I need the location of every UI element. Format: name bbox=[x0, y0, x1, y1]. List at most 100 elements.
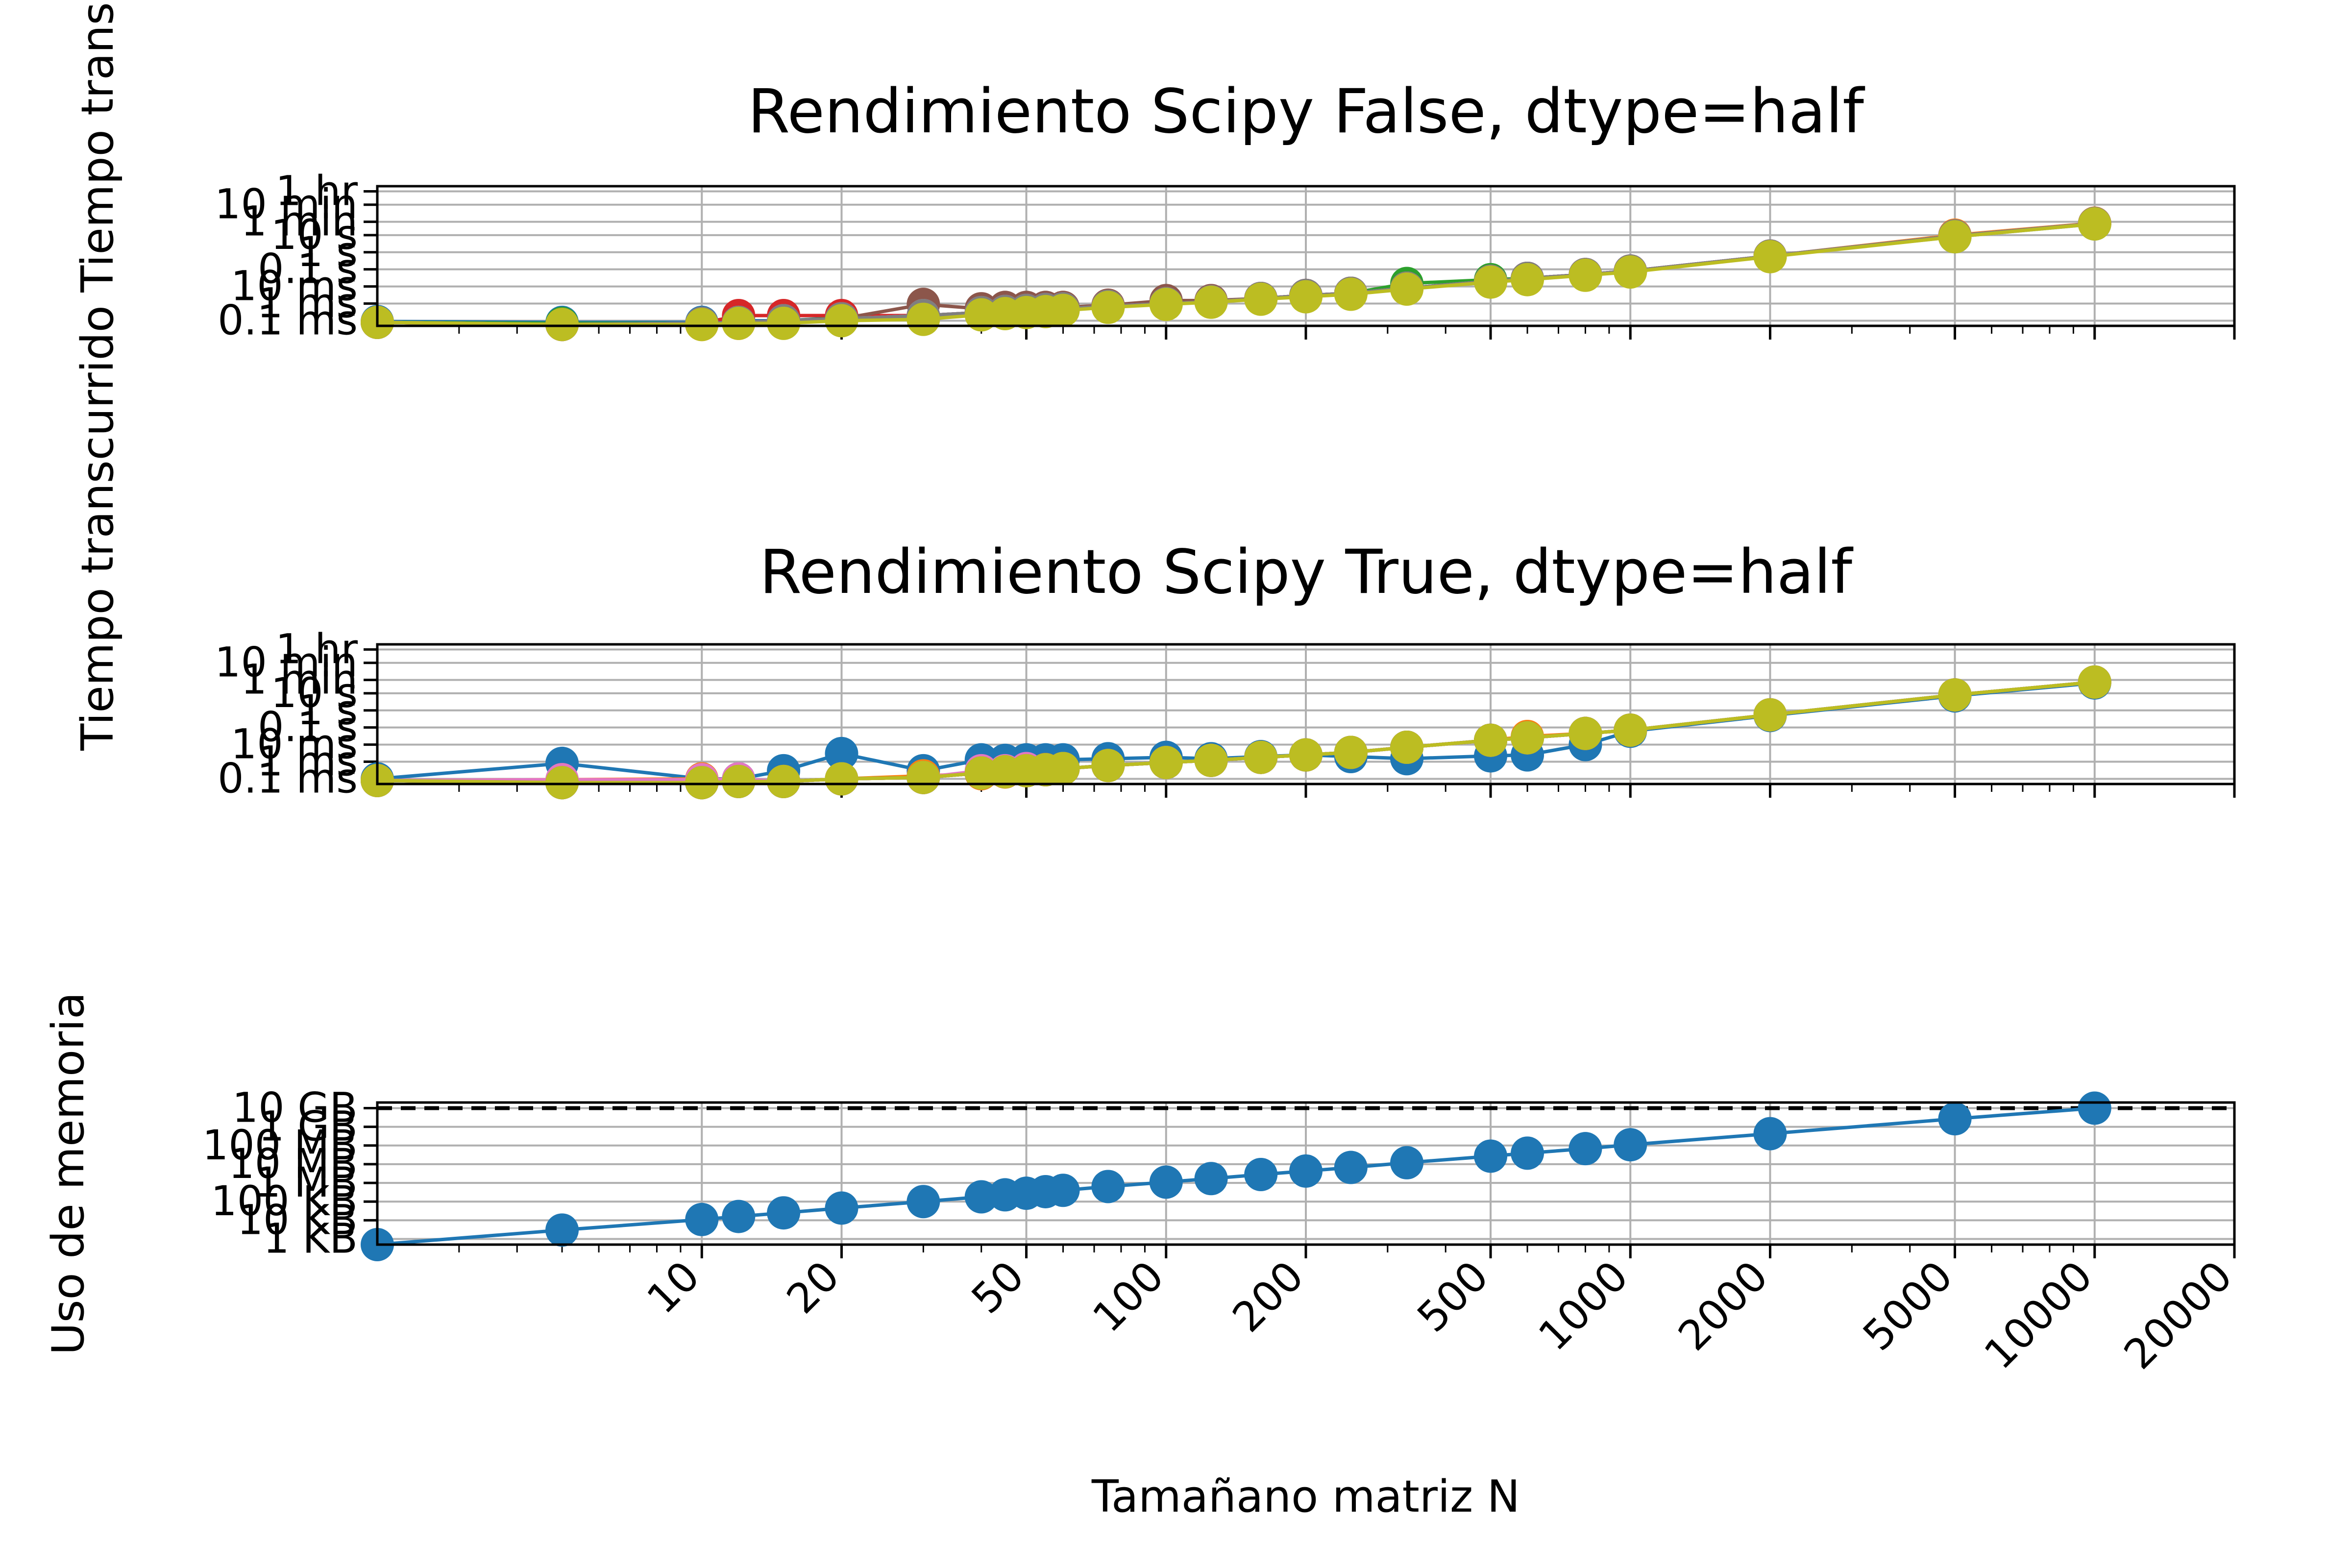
data-point bbox=[1289, 738, 1323, 772]
data-point bbox=[1091, 291, 1125, 324]
data-point bbox=[825, 1191, 858, 1225]
y-tick-label: 10 min bbox=[215, 180, 358, 228]
data-point bbox=[1091, 1170, 1125, 1203]
data-point bbox=[1390, 731, 1424, 764]
data-point bbox=[1194, 285, 1228, 319]
data-point bbox=[1938, 678, 1972, 712]
y-tick-label: 1 hr bbox=[275, 167, 358, 215]
data-point bbox=[1091, 749, 1125, 783]
data-point bbox=[1194, 743, 1228, 777]
y-tick-label: 10 min bbox=[215, 638, 358, 686]
data-point bbox=[1511, 1136, 1544, 1170]
axes-frame bbox=[376, 1101, 2236, 1246]
y-tick-label: 1 s bbox=[297, 686, 358, 734]
data-point bbox=[1938, 1102, 1972, 1136]
data-point bbox=[1289, 280, 1323, 314]
data-point bbox=[1474, 265, 1508, 299]
data-point bbox=[1046, 1174, 1080, 1207]
data-point bbox=[1149, 1165, 1183, 1199]
y-tick-label: 1 min bbox=[241, 197, 358, 245]
data-point bbox=[2078, 665, 2111, 699]
data-point bbox=[1149, 746, 1183, 780]
data-point bbox=[964, 756, 998, 790]
y-tick-label: 0.1 ms bbox=[218, 296, 358, 344]
y-tick-label: 1 ms bbox=[257, 279, 358, 327]
y-tick-label: 100 MB bbox=[202, 1121, 358, 1169]
data-point bbox=[1938, 220, 1972, 254]
y-tick-label: 0.1 ms bbox=[218, 754, 358, 802]
y-tick-label: 1 GB bbox=[258, 1102, 358, 1151]
subplot-title: Rendimiento Scipy False, dtype=half bbox=[748, 76, 1865, 147]
y-tick-label: 1 KB bbox=[263, 1215, 358, 1263]
data-point bbox=[906, 760, 940, 794]
data-point bbox=[1474, 723, 1508, 757]
data-point bbox=[906, 302, 940, 336]
data-point bbox=[1334, 1151, 1368, 1184]
data-point bbox=[545, 766, 579, 800]
data-point bbox=[685, 766, 719, 800]
data-point bbox=[1511, 263, 1544, 296]
y-tick-label: 10 s bbox=[271, 211, 358, 259]
y-tick-label: 1 hr bbox=[275, 625, 358, 673]
data-point bbox=[767, 306, 801, 340]
data-point bbox=[1568, 1132, 1602, 1166]
data-point bbox=[1390, 1146, 1424, 1179]
data-point bbox=[825, 304, 858, 338]
data-point bbox=[1474, 1139, 1508, 1173]
data-point bbox=[767, 1196, 801, 1230]
data-point bbox=[1753, 698, 1787, 732]
subplot-title: Rendimiento Scipy True, dtype=half bbox=[760, 537, 1854, 608]
y-tick-label: 0.1 s bbox=[258, 245, 358, 293]
data-point bbox=[1149, 288, 1183, 321]
y-tick-label: 100 KB bbox=[211, 1177, 358, 1225]
data-point bbox=[685, 1202, 719, 1236]
data-point bbox=[1568, 258, 1602, 292]
data-point bbox=[1334, 277, 1368, 311]
data-point bbox=[545, 1213, 579, 1247]
axes-frame bbox=[376, 643, 2236, 785]
data-point bbox=[767, 764, 801, 798]
data-point bbox=[2078, 1091, 2111, 1125]
y-tick-label: 10 KB bbox=[237, 1196, 358, 1244]
data-point bbox=[964, 298, 998, 332]
y-axis-label: Uso de memoria bbox=[43, 992, 94, 1355]
data-point bbox=[1390, 272, 1424, 306]
data-point bbox=[1046, 294, 1080, 327]
data-point bbox=[825, 736, 858, 770]
y-tick-label: 10 ms bbox=[231, 720, 358, 768]
data-point bbox=[1244, 282, 1278, 316]
data-point bbox=[964, 1180, 998, 1214]
data-point bbox=[685, 308, 719, 342]
data-point bbox=[1289, 1154, 1323, 1188]
y-axis-label: Tiempo transcurrido bbox=[72, 305, 123, 751]
y-tick-label: 10 GB bbox=[232, 1083, 358, 1131]
y-tick-label: 1 min bbox=[241, 656, 358, 704]
data-point bbox=[1046, 752, 1080, 785]
data-point bbox=[722, 1200, 756, 1233]
y-tick-label: 1 s bbox=[297, 228, 358, 276]
x-axis-label: Tamañano matriz N bbox=[1091, 1471, 1520, 1522]
data-point bbox=[722, 764, 756, 798]
data-point bbox=[906, 1185, 940, 1219]
data-point bbox=[1244, 740, 1278, 774]
y-axis-label: Tiempo transcurrido bbox=[72, 0, 123, 293]
data-point bbox=[545, 308, 579, 342]
data-point bbox=[722, 306, 756, 340]
y-tick-label: 10 ms bbox=[231, 262, 358, 310]
data-point bbox=[1753, 240, 1787, 273]
data-point bbox=[1614, 713, 1647, 747]
y-tick-label: 10 s bbox=[271, 669, 358, 717]
data-point bbox=[1244, 1158, 1278, 1192]
data-point bbox=[1568, 716, 1602, 750]
data-point bbox=[825, 762, 858, 796]
data-point bbox=[1753, 1117, 1787, 1151]
data-point bbox=[1511, 721, 1544, 755]
data-point bbox=[1614, 1128, 1647, 1162]
axes-frame bbox=[376, 185, 2236, 327]
data-point bbox=[1334, 735, 1368, 769]
y-tick-label: 10 MB bbox=[228, 1140, 358, 1188]
data-point bbox=[1614, 255, 1647, 289]
